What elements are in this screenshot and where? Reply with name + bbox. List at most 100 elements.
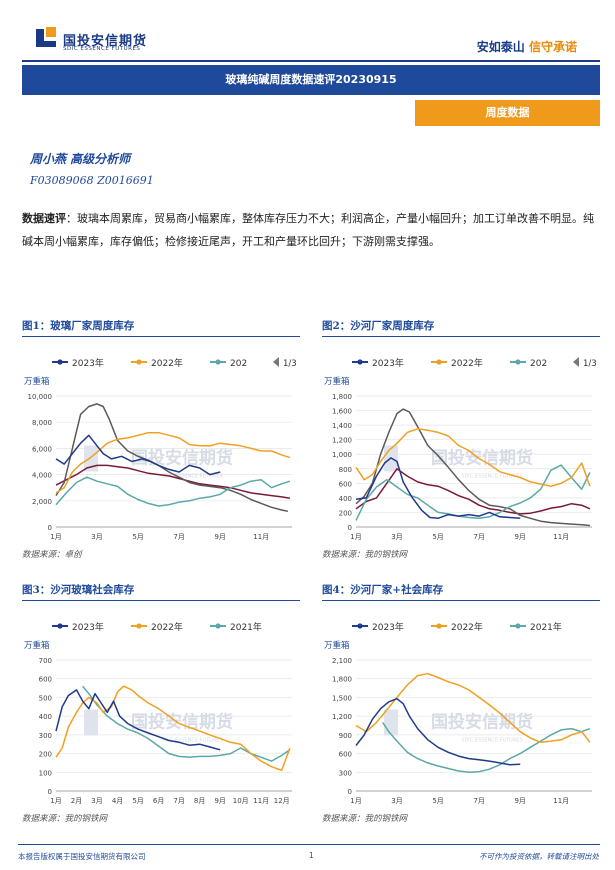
- legend-marker: [57, 623, 63, 629]
- figure-4-title: 图4：沙河厂家+社会库存: [322, 584, 444, 596]
- legend-marker: [215, 359, 221, 365]
- x-tick-label: 5月: [432, 533, 443, 541]
- legend-prev-icon[interactable]: [573, 357, 579, 367]
- legend-label: 2022年: [151, 357, 183, 369]
- page-header: 国投安信期货 SDIC ESSENCE FUTURES 安如泰山 信守承诺: [0, 0, 615, 62]
- series-line: [55, 685, 291, 772]
- figure-2-rule: [322, 336, 600, 337]
- series-line: [55, 464, 291, 499]
- y-tick-label: 400: [339, 495, 352, 503]
- series-line: [355, 697, 521, 766]
- y-tick-label: 0: [348, 788, 352, 796]
- slogan-part-a: 安如泰山: [476, 40, 525, 54]
- y-tick-label: 2,100: [332, 657, 352, 665]
- data-summary: 数据速评：玻璃本周累库，贸易商小幅累库，整体库存压力不大；利润高企，产量小幅回升…: [22, 207, 602, 253]
- company-name: 国投安信期货: [63, 34, 148, 49]
- legend-label: 202: [530, 359, 547, 369]
- legend-pager: 1/3: [283, 359, 297, 369]
- header-divider: [22, 60, 600, 62]
- series-line: [355, 428, 591, 487]
- section-badge: 周度数据: [415, 100, 600, 126]
- page-number: 1: [309, 851, 314, 860]
- y-tick-label: 8,000: [32, 419, 52, 427]
- y-tick-label: 10,000: [28, 393, 53, 401]
- legend-marker: [515, 623, 521, 629]
- x-tick-label: 1月: [350, 533, 361, 541]
- company-name-en: SDIC ESSENCE FUTURES: [63, 46, 141, 52]
- x-tick-label: 11月: [553, 533, 569, 541]
- y-tick-label: 2,000: [32, 498, 52, 506]
- summary-label: 数据速评: [22, 212, 66, 225]
- y-tick-label: 1,200: [332, 437, 352, 445]
- x-tick-label: 5月: [432, 797, 443, 805]
- y-tick-label: 1,500: [332, 694, 352, 702]
- legend-pager: 1/3: [583, 359, 597, 369]
- watermark-text-en: SDIC ESSENCE FUTURES: [461, 738, 522, 744]
- x-tick-label: 8月: [194, 797, 205, 805]
- x-tick-label: 9月: [214, 797, 225, 805]
- figure-2: 图2：沙河厂家周度库存 2023年 2022年 202 1/3 万重箱 0 200 400 60…: [322, 318, 602, 568]
- x-tick-label: 12月: [274, 797, 290, 805]
- series-line: [55, 434, 221, 476]
- y-tick-label: 200: [39, 751, 52, 759]
- legend-label: 2021年: [230, 621, 262, 633]
- x-tick-label: 1月: [50, 797, 61, 805]
- series-line: [355, 464, 591, 521]
- legend-label: 2023年: [372, 357, 404, 369]
- y-tick-label: 600: [39, 676, 52, 684]
- x-tick-label: 2月: [71, 797, 82, 805]
- y-tick-label: 0: [48, 788, 52, 796]
- series-line: [55, 689, 221, 751]
- x-tick-label: 3月: [91, 797, 102, 805]
- footer-disclaimer: 不可作为投资依据，转载请注明出处: [479, 852, 599, 861]
- legend-marker: [436, 359, 442, 365]
- figure-4: 图4：沙河厂家+社会库存 2023年 2022年 2021年 万重箱 0 300 600 90…: [322, 582, 602, 827]
- figure-2-source: 数据来源：我的钢铁网: [322, 550, 408, 560]
- figure-3-source: 数据来源：我的钢铁网: [22, 814, 108, 824]
- slogan: 安如泰山 信守承诺: [477, 38, 577, 55]
- figure-1: 图1：玻璃厂家周度库存 2023年 2022年 202 1/3 万重箱 0 2,000 4,0…: [22, 318, 302, 568]
- y-tick-label: 1,400: [332, 422, 352, 430]
- watermark-text: 国投安信期货: [431, 712, 533, 733]
- y-tick-label: 100: [39, 769, 52, 777]
- y-tick-label: 0: [48, 524, 52, 532]
- figure-1-rule: [22, 336, 300, 337]
- x-tick-label: 3月: [391, 797, 402, 805]
- x-tick-label: 7月: [473, 797, 484, 805]
- series-line: [55, 476, 291, 507]
- y-tick-label: 500: [39, 694, 52, 702]
- watermark-text: 国投安信期货: [131, 712, 233, 733]
- footer-copyright: 本报告版权属于国投安信期货有限公司: [18, 852, 146, 861]
- figure-4-rule: [322, 600, 600, 601]
- analyst-license-ids: F03089068 Z0016691: [30, 174, 154, 187]
- y-tick-label: 600: [339, 751, 352, 759]
- y-axis-unit: 万重箱: [24, 376, 50, 387]
- legend-marker: [136, 623, 142, 629]
- figure-1-source: 数据来源：卓创: [22, 550, 82, 560]
- legend-prev-icon[interactable]: [273, 357, 279, 367]
- slogan-part-b: 信守承诺: [528, 40, 577, 54]
- series-line: [355, 457, 521, 520]
- legend-label: 2022年: [451, 357, 483, 369]
- y-tick-label: 4,000: [32, 472, 52, 480]
- x-tick-label: 11月: [553, 797, 569, 805]
- figure-1-title: 图1：玻璃厂家周度库存: [22, 320, 135, 332]
- x-tick-label: 7月: [173, 797, 184, 805]
- x-tick-label: 7月: [173, 533, 184, 541]
- x-tick-label: 7月: [473, 533, 484, 541]
- series-line: [55, 403, 289, 513]
- legend-marker: [215, 623, 221, 629]
- legend-label: 2023年: [372, 621, 404, 633]
- footer-divider: [18, 844, 600, 845]
- y-tick-label: 300: [339, 769, 352, 777]
- y-tick-label: 300: [39, 732, 52, 740]
- figure-3: 图3：沙河玻璃社会库存 2023年 2022年 2021年 万重箱 0 100 200 300…: [22, 582, 302, 827]
- x-tick-label: 1月: [350, 797, 361, 805]
- legend-marker: [136, 359, 142, 365]
- x-tick-label: 3月: [391, 533, 402, 541]
- series-line: [382, 721, 591, 774]
- legend-label: 2021年: [530, 621, 562, 633]
- x-tick-label: 4月: [112, 797, 123, 805]
